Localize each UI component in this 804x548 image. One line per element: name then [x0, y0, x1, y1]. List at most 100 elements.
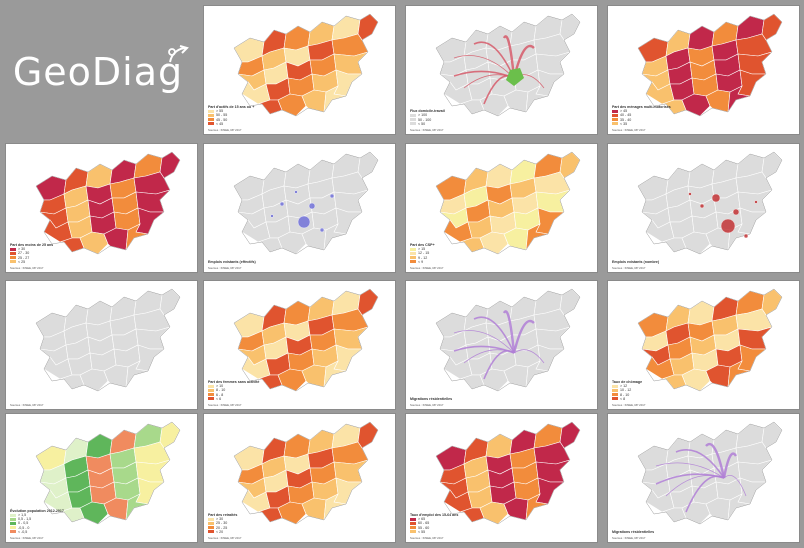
source-note: Sources : INSEE, RP 2017 [208, 403, 242, 407]
legend-title: Emplois existants (effectifs) [208, 259, 256, 264]
map-m9 [233, 288, 379, 392]
legend-label: 27 - 30 [18, 251, 30, 256]
legend-swatch [612, 109, 618, 113]
proportional-circle [688, 192, 692, 196]
legend-row: 10 - 12 [612, 388, 642, 392]
legend-label: 50 - 55 [216, 113, 228, 118]
map-card-m12[interactable]: Évolution population 2012-2017 > 1,5 0,5 -… [5, 413, 198, 543]
map-card-m8[interactable]: Sources : INSEE, RP 2017 [5, 280, 198, 410]
proportional-circle [297, 215, 311, 229]
map-card-m13[interactable]: Part des retraités > 30 25 - 30 20 - 25 < 20… [203, 413, 396, 543]
map-card-m11[interactable]: Taux de chômage > 12 10 - 12 8 - 10 < 8 Sourc… [607, 280, 800, 410]
commune-area [159, 288, 181, 316]
legend-swatch [10, 513, 16, 517]
legend-row: 60 - 65 [410, 521, 458, 525]
legend-label: 55 - 60 [418, 525, 430, 530]
proportional-circle [319, 227, 325, 233]
legend-title: Flux domicile-travail [410, 109, 445, 114]
legend-row: 35 - 40 [612, 118, 671, 122]
legend-label: > 100 [418, 113, 428, 118]
flow-arrow [473, 316, 515, 354]
map-m12 [35, 421, 181, 525]
map-card-m6[interactable]: Part des CSP+ > 15 12 - 15 9 - 12 < 9 Sources… [405, 143, 598, 273]
legend-row: 40 - 45 [612, 113, 671, 117]
legend-swatch [208, 118, 214, 122]
map-card-m7[interactable]: Emplois existants (nombre) Sources : INSE… [607, 143, 800, 273]
map-card-m4[interactable]: Part des moins de 25 ans > 30 27 - 30 25 - … [5, 143, 198, 273]
territory-outline [435, 151, 581, 255]
legend-label: > 10 [216, 384, 224, 389]
territory-outline [233, 288, 379, 392]
commune-area [159, 151, 181, 179]
map-card-m1[interactable]: Part d'actifs de 15 ans ou + > 55 50 - 55 4… [203, 5, 396, 135]
legend-swatch [10, 521, 16, 525]
territory-outline [637, 151, 783, 255]
legend-swatch [208, 517, 214, 521]
map-legend: Part des retraités > 30 25 - 30 20 - 25 < 20 [208, 513, 237, 534]
commune-area [559, 13, 581, 41]
legend-label: 25 - 27 [18, 255, 30, 260]
legend-label: < 45 [216, 121, 224, 126]
commune-area [737, 69, 767, 97]
legend-swatch [410, 256, 416, 260]
map-legend: Taux de chômage > 12 10 - 12 8 - 10 < 8 [612, 380, 642, 401]
territory-outline [233, 421, 379, 525]
legend-row: 45 - 50 [208, 118, 254, 122]
commune-area [535, 207, 565, 235]
legend-label: 0 - 0,5 [18, 521, 29, 526]
legend-row: 50 - 55 [208, 113, 254, 117]
legend-row: > 1,5 [10, 513, 64, 517]
map-m10 [435, 288, 581, 392]
flow-arrow [512, 319, 535, 354]
brand-name: GeoDiag [12, 50, 184, 94]
legend-row: < 20 [208, 530, 237, 534]
legend-swatch [410, 113, 416, 117]
legend-label: < 9 [418, 259, 424, 264]
map-card-m10[interactable]: Migrations résidentielles Sources : INSEE… [405, 280, 598, 410]
legend-row: > 100 [410, 113, 445, 117]
legend-row: < 9 [410, 260, 435, 264]
commune-area [761, 13, 783, 41]
source-note: Sources : INSEE, RP 2017 [410, 536, 444, 540]
legend-row: 0,5 - 1,5 [10, 517, 64, 521]
flow-arrow [453, 55, 515, 79]
commune-area [559, 421, 581, 449]
flow-arrow [722, 452, 738, 479]
flow-arrow [655, 473, 725, 485]
legend-title: Taux de chômage [612, 379, 643, 384]
map-card-m14[interactable]: Taux d'emploi des 15-64 ans > 65 60 - 65 55… [405, 413, 598, 543]
legend-title: Part des CSP+ [410, 242, 435, 247]
legend-label: > 55 [216, 109, 224, 114]
map-card-m2[interactable]: Flux domicile-travail > 100 50 - 100 < 50 So… [405, 5, 598, 135]
legend-label: > 15 [418, 247, 426, 252]
map-card-m3[interactable]: Part des ménages multi-motorisés > 45 40 -… [607, 5, 800, 135]
legend-row: > 65 [410, 517, 458, 521]
map-card-m15[interactable]: Migrations résidentielles Sources : INSEE… [607, 413, 800, 543]
legend-row: > 30 [10, 247, 53, 251]
map-m11 [637, 288, 783, 392]
map-card-m9[interactable]: Part des femmes sans activité > 10 8 - 10 6… [203, 280, 396, 410]
map-legend: Part des CSP+ > 15 12 - 15 9 - 12 < 9 [410, 243, 435, 264]
map-card-m5[interactable]: Emplois existants (effectifs) Sources : I… [203, 143, 396, 273]
territory-outline [435, 13, 581, 117]
proportional-circle [308, 202, 316, 210]
flow-arrow [453, 330, 515, 354]
legend-swatch [208, 122, 214, 126]
flow-arrow [513, 349, 545, 364]
legend-label: -0,5 - 0 [18, 525, 30, 530]
map-legend: Migrations résidentielles [410, 397, 452, 401]
flow-arrow [705, 443, 726, 479]
legend-title: Part des femmes sans activité [208, 379, 260, 384]
commune-area [333, 344, 363, 372]
map-m8 [35, 288, 181, 392]
source-note: Sources : INSEE, RP 2017 [410, 266, 444, 270]
legend-title: Migrations résidentielles [612, 529, 655, 534]
commune-area [333, 477, 363, 505]
commune-area [737, 207, 767, 235]
legend-label: < 25 [18, 259, 26, 264]
territory-outline [35, 151, 181, 255]
legend-swatch [612, 122, 618, 126]
proportional-circle [699, 203, 705, 209]
legend-title: Taux d'emploi des 15-64 ans [410, 512, 459, 517]
commune-area [559, 151, 581, 179]
